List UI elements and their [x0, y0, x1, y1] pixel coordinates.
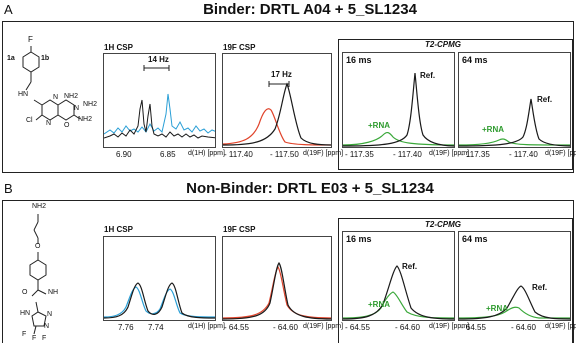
b-t2-64-tick-1: - 64.55	[461, 323, 486, 332]
b-f-csp-plot	[222, 236, 332, 321]
panel-a-frame	[2, 21, 574, 173]
b-t2-64-rna: +RNA	[486, 304, 509, 313]
panel-b-letter: B	[4, 181, 13, 196]
panel-a-title: Binder: DRTL A04 + 5_SL1234	[203, 1, 417, 18]
a-h-hz-label: 14 Hz	[148, 55, 169, 64]
a-t2-16-time: 16 ms	[346, 55, 372, 65]
mol-a-label-hn: HN	[18, 91, 29, 98]
mol-b-label-f2: F	[32, 335, 37, 342]
b-h-unit: d(1H) [ppm]	[188, 323, 225, 330]
a-t2-64-unit: d(19F) [ppm]	[545, 150, 576, 157]
a-f-tick-2: - 117.50	[270, 150, 299, 159]
mol-a-label-cl: Cl	[26, 117, 33, 124]
b-f-tick-1: - 64.55	[224, 323, 249, 332]
panel-b-molecule: NH2 O O NH HN N N F F F	[4, 202, 100, 343]
b-f-unit: d(19F) [ppm]	[303, 323, 344, 330]
b-h-csp-title: 1H CSP	[104, 225, 133, 234]
b-t2-16-rna: +RNA	[368, 300, 391, 309]
b-h-tick-1: 7.76	[118, 323, 134, 332]
mol-b-label-hn: HN	[20, 310, 31, 317]
mol-a-label-1b: 1b	[41, 55, 50, 62]
a-f-red-spectrum	[223, 108, 331, 146]
b-t2-16-tick-1: - 64.55	[345, 323, 370, 332]
b-h-tick-2: 7.74	[148, 323, 164, 332]
a-t2-16-spectrum	[343, 72, 454, 147]
b-t2-16-spectrum	[343, 265, 454, 320]
mol-b-label-nh2: NH2	[32, 203, 47, 210]
b-t2-16-plot	[342, 231, 455, 321]
a-f-csp-plot	[222, 53, 332, 148]
b-t2-frame	[338, 218, 573, 343]
a-t2-64-rna: +RNA	[482, 125, 505, 134]
a-t2-frame	[338, 39, 573, 170]
b-t2-64-tick-2: - 64.60	[511, 323, 536, 332]
b-t2-16-unit: d(19F) [ppm]	[429, 323, 470, 330]
panel-b-title: Non-Binder: DRTL E03 + 5_SL1234	[186, 180, 434, 197]
a-h-blue-spectrum	[104, 93, 215, 135]
a-t2-16-unit: d(19F) [ppm]	[429, 150, 470, 157]
a-f-unit: d(19F) [ppm]	[303, 150, 344, 157]
mol-b-label-o1: O	[35, 243, 41, 250]
a-f-black-spectrum	[223, 82, 331, 146]
a-t2-title: T2-CPMG	[425, 40, 461, 49]
a-f-hz-label: 17 Hz	[271, 70, 292, 79]
a-h-csp-plot	[103, 53, 216, 148]
a-h-unit: d(1H) [ppm]	[188, 150, 225, 157]
b-t2-64-unit: d(19F) [ppm]	[545, 323, 576, 330]
panel-b-frame	[2, 200, 574, 343]
mol-a-label-nh2-1: NH2	[64, 93, 79, 100]
b-t2-16-time: 16 ms	[346, 234, 372, 244]
mol-b-label-nh: NH	[48, 289, 59, 296]
b-h-csp-spectrum	[104, 282, 215, 319]
b-t2-title: T2-CPMG	[425, 220, 461, 229]
mol-a-label-n2: N	[74, 105, 80, 112]
b-f-csp-spectrum	[223, 261, 331, 320]
molecule-a-structure	[22, 46, 81, 121]
mol-b-label-o2: O	[22, 289, 28, 296]
b-t2-16-tick-2: - 64.60	[395, 323, 420, 332]
a-t2-64-tick-2: - 117.40	[509, 150, 538, 159]
a-t2-16-ref: Ref.	[420, 71, 436, 80]
molecule-b-structure	[29, 214, 47, 335]
mol-b-label-n2: N	[44, 323, 50, 330]
mol-a-label-o: O	[64, 122, 70, 129]
b-t2-64-plot	[458, 231, 571, 321]
b-t2-64-ref: Ref.	[532, 283, 548, 292]
a-h-tick-1: 6.90	[116, 150, 132, 159]
a-t2-16-tick-2: - 117.40	[393, 150, 422, 159]
panel-a-molecule: F 1a 1b HN N NH2 N NH2 Cl N O NH2	[4, 24, 100, 170]
mol-b-label-f1: F	[22, 331, 27, 338]
a-f-csp-spectrum	[223, 81, 331, 146]
mol-b-label-f3: F	[42, 335, 47, 342]
a-t2-16-tick-1: - 117.35	[345, 150, 374, 159]
a-h-csp-title: 1H CSP	[104, 43, 133, 52]
mol-a-label-1a: 1a	[7, 55, 15, 62]
b-f-csp-title: 19F CSP	[223, 225, 256, 234]
mol-a-label-f: F	[28, 35, 33, 44]
a-t2-16-plot	[342, 52, 455, 148]
b-f-tick-2: - 64.60	[273, 323, 298, 332]
mol-a-label-n3: N	[46, 120, 52, 127]
a-t2-16-rna: +RNA	[368, 121, 391, 130]
mol-a-label-nh2-2: NH2	[83, 101, 98, 108]
a-t2-64-plot	[458, 52, 571, 148]
mol-b-label-n1: N	[47, 311, 53, 318]
b-t2-64-time: 64 ms	[462, 234, 488, 244]
a-t2-64-ref: Ref.	[537, 95, 553, 104]
a-f-csp-title: 19F CSP	[223, 43, 256, 52]
a-h-black-spectrum	[104, 99, 215, 139]
a-h-csp-spectrum	[104, 65, 215, 139]
a-t2-64-spectrum	[459, 98, 570, 147]
a-t2-64-tick-1: - 117.35	[461, 150, 490, 159]
mol-a-label-n1: N	[53, 94, 59, 101]
mol-a-label-nh2-3: NH2	[78, 116, 93, 123]
b-t2-64-spectrum	[459, 285, 570, 320]
b-h-csp-plot	[103, 236, 216, 321]
a-h-tick-2: 6.85	[160, 150, 176, 159]
b-t2-16-ref: Ref.	[402, 262, 418, 271]
panel-a-letter: A	[4, 2, 13, 17]
a-f-tick-1: - 117.40	[224, 150, 253, 159]
a-t2-64-time: 64 ms	[462, 55, 488, 65]
